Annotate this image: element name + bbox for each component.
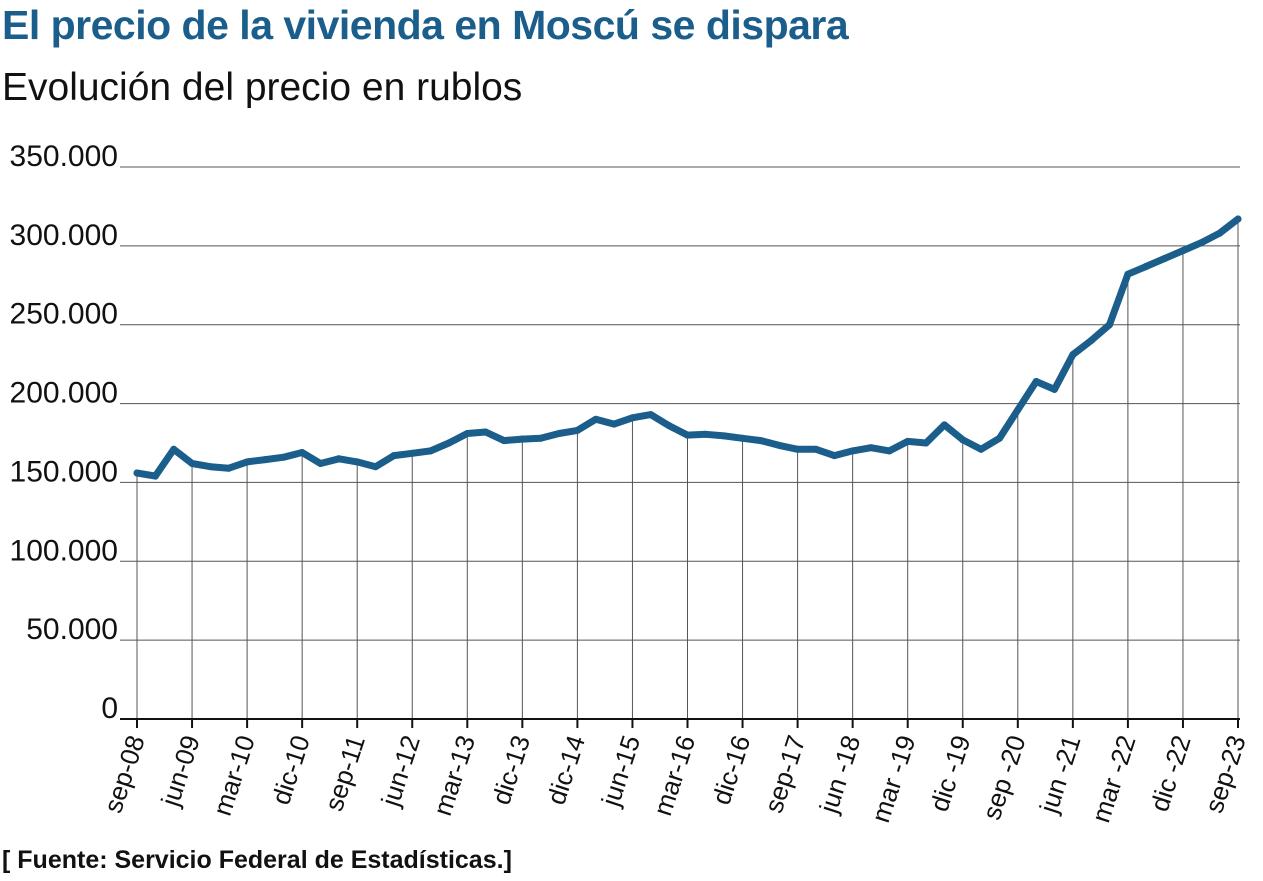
x-tick-label: jun -21 xyxy=(1033,732,1086,818)
data-point xyxy=(812,445,820,453)
y-tick-label: 150.000 xyxy=(10,455,118,488)
data-point xyxy=(830,452,838,460)
data-point xyxy=(977,445,985,453)
series-line-group xyxy=(133,215,1242,480)
data-point xyxy=(518,435,526,443)
x-tick-label: mar -22 xyxy=(1085,732,1141,826)
gridlines xyxy=(120,166,1240,728)
x-axis: sep-08 jun-09 mar-10 dic-10 sep-11 jun-12 mar-… xyxy=(98,732,1252,826)
source-note: [ Fuente: Servicio Federal de Estadístic… xyxy=(2,846,512,874)
y-tick-label: 250.000 xyxy=(10,298,118,331)
data-point xyxy=(261,456,269,464)
data-point xyxy=(647,411,655,419)
x-tick-label: dic-14 xyxy=(541,732,591,809)
data-point xyxy=(280,453,288,461)
y-tick-label: 0 xyxy=(101,692,118,725)
x-tick-label: mar-10 xyxy=(207,732,261,820)
data-point xyxy=(1234,215,1242,223)
data-point xyxy=(1197,239,1205,247)
data-point xyxy=(739,434,747,442)
data-point xyxy=(463,430,471,438)
data-point xyxy=(555,430,563,438)
data-point xyxy=(482,428,490,436)
x-tick-label: jun-09 xyxy=(155,732,206,811)
data-point xyxy=(1069,351,1077,359)
y-tick-label: 100.000 xyxy=(10,534,118,567)
x-tick-label: dic-13 xyxy=(486,732,536,809)
data-point xyxy=(445,439,453,447)
data-point xyxy=(390,452,398,460)
data-point xyxy=(408,449,416,457)
data-point xyxy=(775,441,783,449)
data-point xyxy=(353,458,361,466)
data-point xyxy=(1179,247,1187,255)
data-point xyxy=(720,432,728,440)
y-tick-label: 200.000 xyxy=(10,377,118,410)
data-point xyxy=(372,463,380,471)
x-tick-label: mar -19 xyxy=(865,732,921,826)
data-point xyxy=(867,444,875,452)
x-tick-label: sep-08 xyxy=(98,732,151,817)
data-point xyxy=(335,455,343,463)
data-point xyxy=(1106,321,1114,329)
data-point xyxy=(1051,385,1058,393)
data-point xyxy=(702,430,710,438)
y-tick-label: 50.000 xyxy=(26,613,118,646)
data-point xyxy=(757,437,765,445)
data-point xyxy=(592,415,600,423)
chart-title: El precio de la vivienda en Moscú se dis… xyxy=(2,2,849,48)
data-point xyxy=(500,437,508,445)
data-point xyxy=(628,414,636,422)
data-point xyxy=(904,437,912,445)
data-point xyxy=(1032,377,1040,385)
data-point xyxy=(1161,254,1169,262)
data-point xyxy=(151,472,159,480)
data-point xyxy=(1124,270,1132,278)
data-point xyxy=(995,434,1003,442)
x-tick-label: jun-15 xyxy=(595,732,646,811)
x-tick-label: mar-16 xyxy=(647,732,701,820)
data-point xyxy=(1216,229,1224,237)
y-tick-label: 300.000 xyxy=(10,219,118,252)
data-point xyxy=(317,460,324,468)
data-point xyxy=(684,431,691,439)
data-point xyxy=(188,460,196,468)
data-point xyxy=(794,445,802,453)
y-axis: 0 50.000 100.000 150.000 200.000 250.000 300.0… xyxy=(10,140,118,725)
data-point xyxy=(922,439,930,447)
data-point xyxy=(225,464,233,472)
x-tick-label: mar-13 xyxy=(427,732,481,820)
data-point xyxy=(170,445,178,453)
data-point xyxy=(610,420,618,428)
data-point xyxy=(665,422,673,430)
x-tick-label: dic-10 xyxy=(265,732,315,809)
data-point xyxy=(1142,262,1150,270)
data-point xyxy=(427,447,435,455)
x-tick-label: jun -18 xyxy=(813,732,866,818)
x-tick-label: dic -22 xyxy=(1144,732,1197,815)
data-point xyxy=(1014,406,1022,414)
data-point xyxy=(206,463,214,471)
data-point xyxy=(537,434,545,442)
data-point xyxy=(573,426,581,434)
data-point xyxy=(885,447,893,455)
x-tick-label: sep-17 xyxy=(758,732,811,817)
x-tick-label: dic-16 xyxy=(706,732,756,809)
x-tick-label: dic -19 xyxy=(924,732,977,815)
chart-subtitle: Evolución del precio en rublos xyxy=(2,66,523,109)
data-point xyxy=(849,447,857,455)
data-point xyxy=(298,448,306,456)
data-point xyxy=(243,458,251,466)
data-point xyxy=(940,421,948,429)
data-point xyxy=(959,436,967,444)
data-point xyxy=(1087,336,1095,344)
data-point xyxy=(133,469,141,477)
x-tick-label: sep-23 xyxy=(1199,732,1252,817)
x-tick-label: sep-11 xyxy=(318,732,371,815)
y-tick-label: 350.000 xyxy=(10,140,118,173)
x-tick-label: jun-12 xyxy=(375,732,426,811)
x-tick-label: sep -20 xyxy=(976,732,1031,824)
